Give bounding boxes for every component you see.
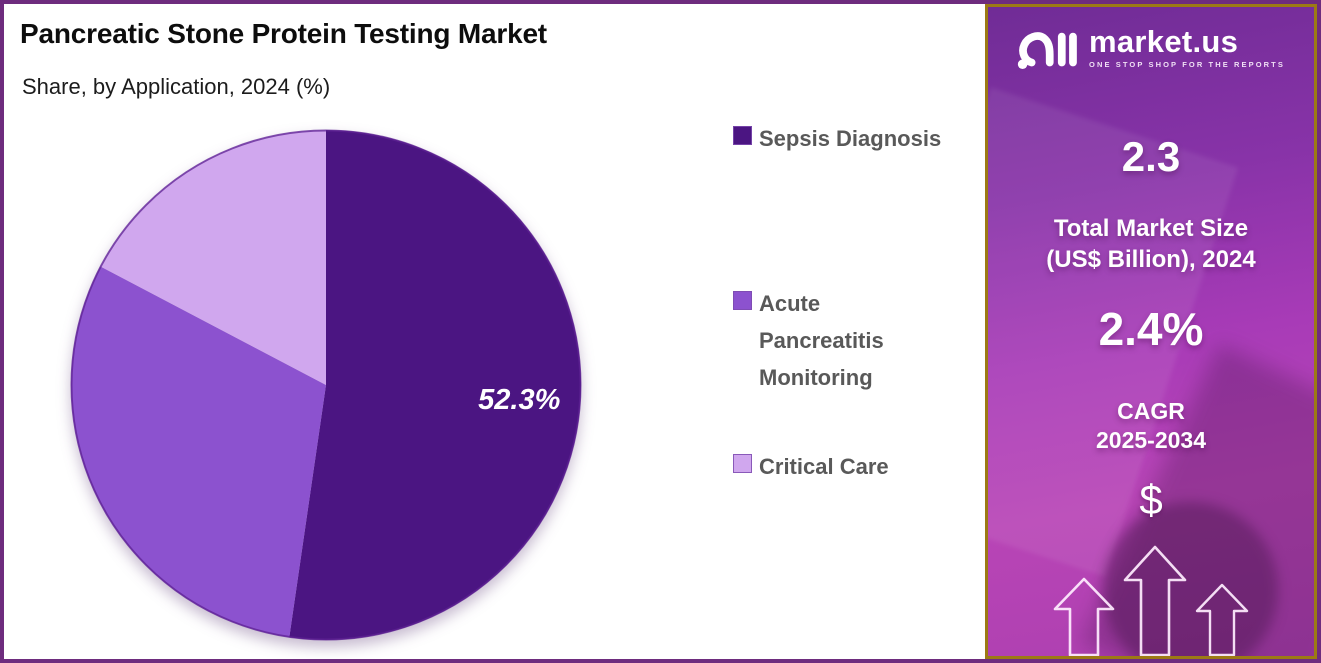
brand-name: market.us	[1089, 23, 1239, 59]
total-market-size-label-line1: Total Market Size	[1053, 215, 1249, 242]
promo-panel: market.us ONE STOP SHOP FOR THE REPORTS …	[985, 4, 1317, 659]
brand-tagline: ONE STOP SHOP FOR THE REPORTS	[1089, 59, 1285, 69]
pie-slice-sepsis-diagnosis	[289, 130, 582, 640]
cagr-value: 2.4%	[1098, 303, 1204, 355]
legend-swatch	[733, 291, 752, 310]
pie-slice-critical-care	[100, 130, 326, 385]
legend-label: Acute Pancreatitis Monitoring	[759, 291, 884, 390]
cagr-label-line2: 2025-2034	[1096, 427, 1206, 453]
cagr-label: CAGR 2025-2034	[988, 397, 1314, 455]
pie-rim	[70, 129, 582, 641]
growth-arrows	[988, 544, 1314, 656]
total-market-size-label: Total Market Size (US$ Billion), 2024	[988, 213, 1314, 275]
legend-item-sepsis-diagnosis: Sepsis Diagnosis	[733, 120, 941, 157]
legend-label: Critical Care	[759, 454, 889, 479]
up-arrow-icon	[1053, 577, 1115, 656]
dollar-icon: $	[1139, 476, 1163, 523]
total-market-size-value: 2.3	[1121, 133, 1181, 180]
pie-data-label: 52.3%	[478, 384, 560, 416]
up-arrow-icon	[1123, 545, 1187, 656]
up-arrow-icon	[1195, 583, 1249, 656]
legend-swatch	[733, 126, 752, 145]
market-us-logo-icon	[1017, 32, 1077, 69]
brand-logo: market.us ONE STOP SHOP FOR THE REPORTS	[988, 19, 1314, 75]
pie-slice-acute-pancreatitis-monitoring	[71, 266, 326, 638]
page-title: Pancreatic Stone Protein Testing Market	[20, 18, 547, 49]
chart-subtitle: Share, by Application, 2024 (%)	[22, 74, 331, 99]
legend-item-critical-care: Critical Care	[733, 448, 889, 485]
legend-item-acute-pancreatitis-monitoring: Acute Pancreatitis Monitoring	[733, 285, 929, 396]
legend-label: Sepsis Diagnosis	[759, 126, 942, 151]
total-market-size-label-line2: (US$ Billion), 2024	[1046, 246, 1256, 273]
cagr-label-line1: CAGR	[1117, 398, 1185, 424]
pie-chart: 52.3%	[70, 129, 582, 641]
legend-swatch	[733, 454, 752, 473]
